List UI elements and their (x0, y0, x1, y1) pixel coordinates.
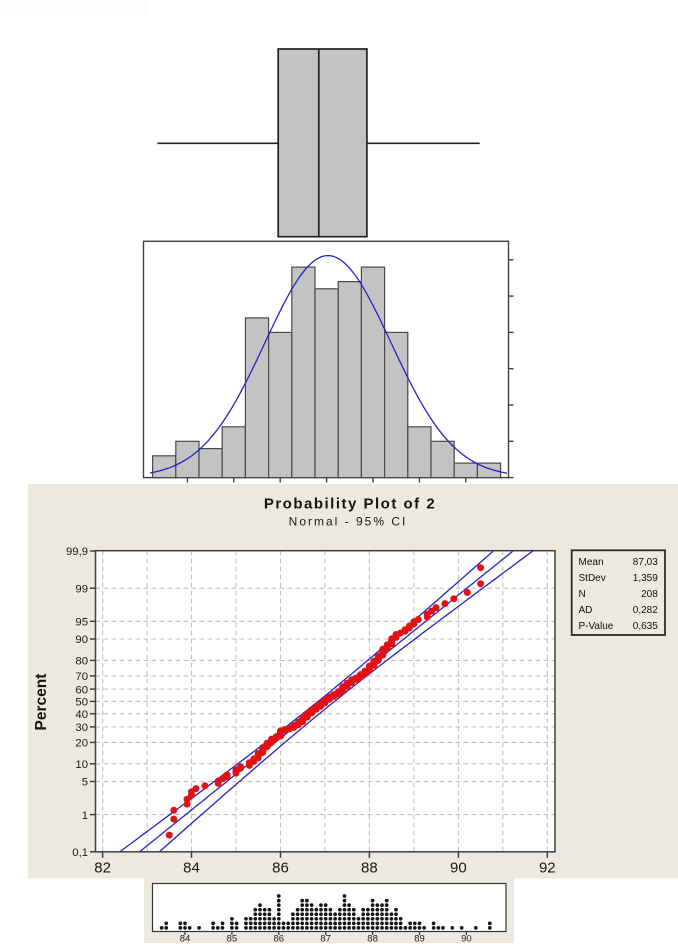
svg-text:1,359: 1,359 (633, 573, 658, 584)
svg-text:86: 86 (274, 934, 285, 945)
svg-text:Mean: Mean (579, 557, 604, 568)
svg-text:84: 84 (180, 934, 191, 945)
svg-text:0,282: 0,282 (633, 605, 658, 616)
svg-text:89: 89 (414, 934, 425, 945)
svg-text:90: 90 (75, 634, 88, 646)
svg-text:20: 20 (75, 738, 88, 750)
svg-text:85: 85 (227, 934, 238, 945)
svg-text:0,635: 0,635 (633, 621, 658, 632)
svg-text:0,1: 0,1 (72, 847, 88, 859)
svg-text:10: 10 (75, 759, 88, 771)
svg-text:99: 99 (75, 583, 88, 595)
svg-text:92: 92 (539, 860, 556, 877)
svg-text:87,03: 87,03 (633, 557, 658, 568)
svg-text:80: 80 (75, 656, 88, 668)
svg-text:N: N (579, 589, 586, 600)
svg-text:95: 95 (75, 617, 88, 629)
svg-text:Probability Plot of 2: Probability Plot of 2 (264, 496, 436, 513)
svg-text:5: 5 (82, 777, 88, 789)
svg-text:StDev: StDev (579, 573, 606, 584)
svg-text:87: 87 (320, 934, 331, 945)
svg-text:70: 70 (75, 671, 88, 683)
svg-text:99,9: 99,9 (66, 546, 88, 558)
svg-text:86: 86 (272, 860, 289, 877)
svg-text:Percent: Percent (33, 674, 50, 731)
svg-text:82: 82 (94, 860, 111, 877)
svg-text:60: 60 (75, 684, 88, 696)
svg-text:84: 84 (183, 860, 200, 877)
svg-text:90: 90 (461, 934, 472, 945)
svg-text:90: 90 (450, 860, 467, 877)
svg-text:1: 1 (82, 810, 88, 822)
svg-text:50: 50 (75, 697, 88, 709)
svg-text:40: 40 (75, 709, 88, 721)
svg-text:Normal - 95% CI: Normal - 95% CI (289, 515, 408, 529)
svg-text:AD: AD (579, 605, 593, 616)
svg-text:88: 88 (367, 934, 378, 945)
svg-text:88: 88 (361, 860, 378, 877)
svg-text:30: 30 (75, 722, 88, 734)
svg-text:208: 208 (641, 589, 658, 600)
svg-text:P-Value: P-Value (579, 621, 614, 632)
